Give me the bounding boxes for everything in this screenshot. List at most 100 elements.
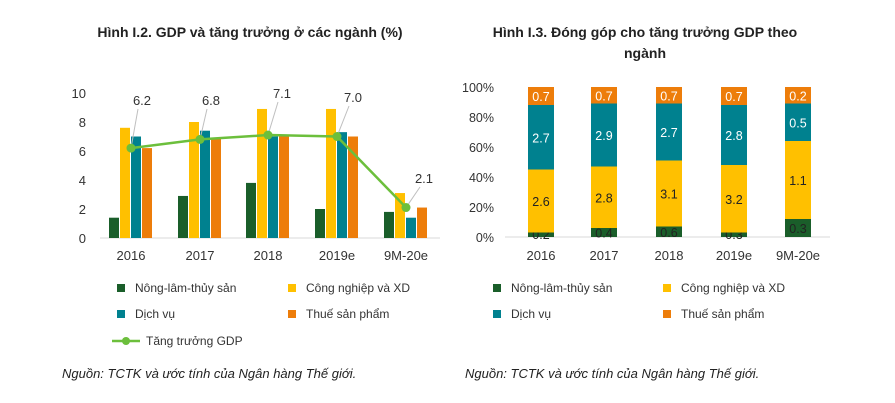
stack-2-4 xyxy=(785,103,811,141)
y-tick-label: 2 xyxy=(79,202,86,217)
stack-label: 0.7 xyxy=(660,89,677,103)
bar-1-0 xyxy=(120,127,130,238)
x-tick-label: 2017 xyxy=(186,248,215,263)
y-tick-label-2: 60% xyxy=(469,141,494,155)
x-tick-label: 9M-20e xyxy=(384,248,428,263)
stack-label: 0.5 xyxy=(789,116,806,130)
stack-label: 2.7 xyxy=(532,131,549,145)
bar-2-4 xyxy=(406,217,416,238)
leader-line xyxy=(130,108,139,149)
bar-0-3 xyxy=(315,209,325,238)
x-tick-label-2: 2017 xyxy=(590,248,619,263)
stack-2-0 xyxy=(528,105,554,170)
stack-0-2 xyxy=(656,226,682,237)
bar-2-3 xyxy=(337,132,347,238)
stack-2-1 xyxy=(591,103,617,167)
bar-2-2 xyxy=(268,136,278,238)
stack-label: 0.7 xyxy=(532,90,549,104)
legend2-agri: Nông-lâm-thủy sản xyxy=(493,281,612,295)
chart2-title: Hình I.3. Đóng góp cho tăng trưởng GDP t… xyxy=(492,24,798,61)
legend1-agri: Nông-lâm-thủy sản xyxy=(117,281,236,295)
bar-2-1 xyxy=(200,130,210,238)
gdp-point-3 xyxy=(332,132,342,141)
bar-0-2 xyxy=(246,182,256,238)
stack-2-2 xyxy=(656,103,682,161)
y-tick-label: 6 xyxy=(79,144,86,159)
stack-label: 0.7 xyxy=(595,89,612,103)
stack-2-3 xyxy=(721,105,747,165)
stack-label: 3.2 xyxy=(725,193,742,207)
stack-0-1 xyxy=(591,228,617,237)
y-tick-label-2: 80% xyxy=(469,111,494,125)
stack-label: 0.6 xyxy=(660,226,677,240)
stack-label: 2.8 xyxy=(595,191,612,205)
gdp-point-4 xyxy=(401,203,411,213)
y-tick-label: 0 xyxy=(79,231,86,246)
stack-3-2 xyxy=(656,87,682,104)
chart1-source: Nguồn: TCTK và ước tính của Ngân hàng Th… xyxy=(62,366,357,381)
stack-label: 0.3 xyxy=(789,222,806,236)
chart2-source: Nguồn: TCTK và ước tính của Ngân hàng Th… xyxy=(465,366,760,381)
stack-0-0 xyxy=(528,232,554,237)
x-tick-label-2: 2018 xyxy=(655,248,684,263)
y-tick-label-2: 40% xyxy=(469,171,494,185)
stack-1-0 xyxy=(528,169,554,233)
x-tick-label: 2016 xyxy=(117,248,146,263)
y-tick-label: 4 xyxy=(79,173,86,188)
legend1-tax: Thuế sản phẩm xyxy=(288,307,389,321)
legend1-gdp: Tăng trưởng GDP xyxy=(112,334,243,348)
legend1-services: Dịch vụ xyxy=(117,307,175,321)
y-tick-label-2: 0% xyxy=(476,231,494,245)
legend1-industry: Công nghiệp và XD xyxy=(288,281,410,295)
bar-1-4 xyxy=(395,193,405,238)
stack-0-3 xyxy=(721,232,747,237)
gdp-label: 7.1 xyxy=(273,86,291,101)
x-tick-label: 2019e xyxy=(319,248,355,263)
stack-1-2 xyxy=(656,160,682,227)
leader-line xyxy=(336,105,350,137)
leader-line xyxy=(267,101,279,136)
gdp-label: 6.2 xyxy=(133,93,151,108)
bar-1-2 xyxy=(257,108,267,238)
bar-3-4 xyxy=(417,207,427,238)
y-tick-label: 10 xyxy=(72,86,86,101)
gdp-point-0 xyxy=(126,143,136,153)
stack-1-3 xyxy=(721,165,747,233)
bar-3-3 xyxy=(348,136,358,238)
bar-2-0 xyxy=(131,136,141,238)
stack-3-3 xyxy=(721,87,747,105)
x-tick-label: 2018 xyxy=(254,248,283,263)
bar-3-0 xyxy=(142,148,152,238)
legend2-services: Dịch vụ xyxy=(493,307,551,321)
gdp-point-2 xyxy=(263,130,273,140)
bar-0-1 xyxy=(178,195,188,238)
stack-label: 2.6 xyxy=(532,195,549,209)
gdp-label: 6.8 xyxy=(202,93,220,108)
stack-label: 2.9 xyxy=(595,129,612,143)
stack-label: 0.4 xyxy=(595,227,612,241)
gdp-label: 7.0 xyxy=(344,90,362,105)
gdp-point-1 xyxy=(195,134,205,144)
x-tick-label-2: 2016 xyxy=(527,248,556,263)
stack-1-4 xyxy=(785,141,811,219)
stack-label: 1.1 xyxy=(789,174,806,188)
y-tick-label-2: 20% xyxy=(469,201,494,215)
bar-3-2 xyxy=(279,135,289,238)
stack-label: 3.1 xyxy=(660,188,677,202)
bar-0-4 xyxy=(384,211,394,238)
stack-0-4 xyxy=(785,219,811,237)
legend2-industry: Công nghiệp và XD xyxy=(663,281,785,295)
stack-3-0 xyxy=(528,87,554,105)
bar-1-1 xyxy=(189,122,199,238)
stack-label: 0.2 xyxy=(789,89,806,103)
x-tick-label-2: 2019e xyxy=(716,248,752,263)
y-tick-label: 8 xyxy=(79,115,86,130)
stack-3-1 xyxy=(591,87,617,104)
bar-0-0 xyxy=(109,217,119,238)
x-tick-label-2: 9M-20e xyxy=(776,248,820,263)
bar-3-1 xyxy=(211,137,221,238)
legend2-tax: Thuế sản phẩm xyxy=(663,307,764,321)
y-tick-label-2: 100% xyxy=(462,81,494,95)
